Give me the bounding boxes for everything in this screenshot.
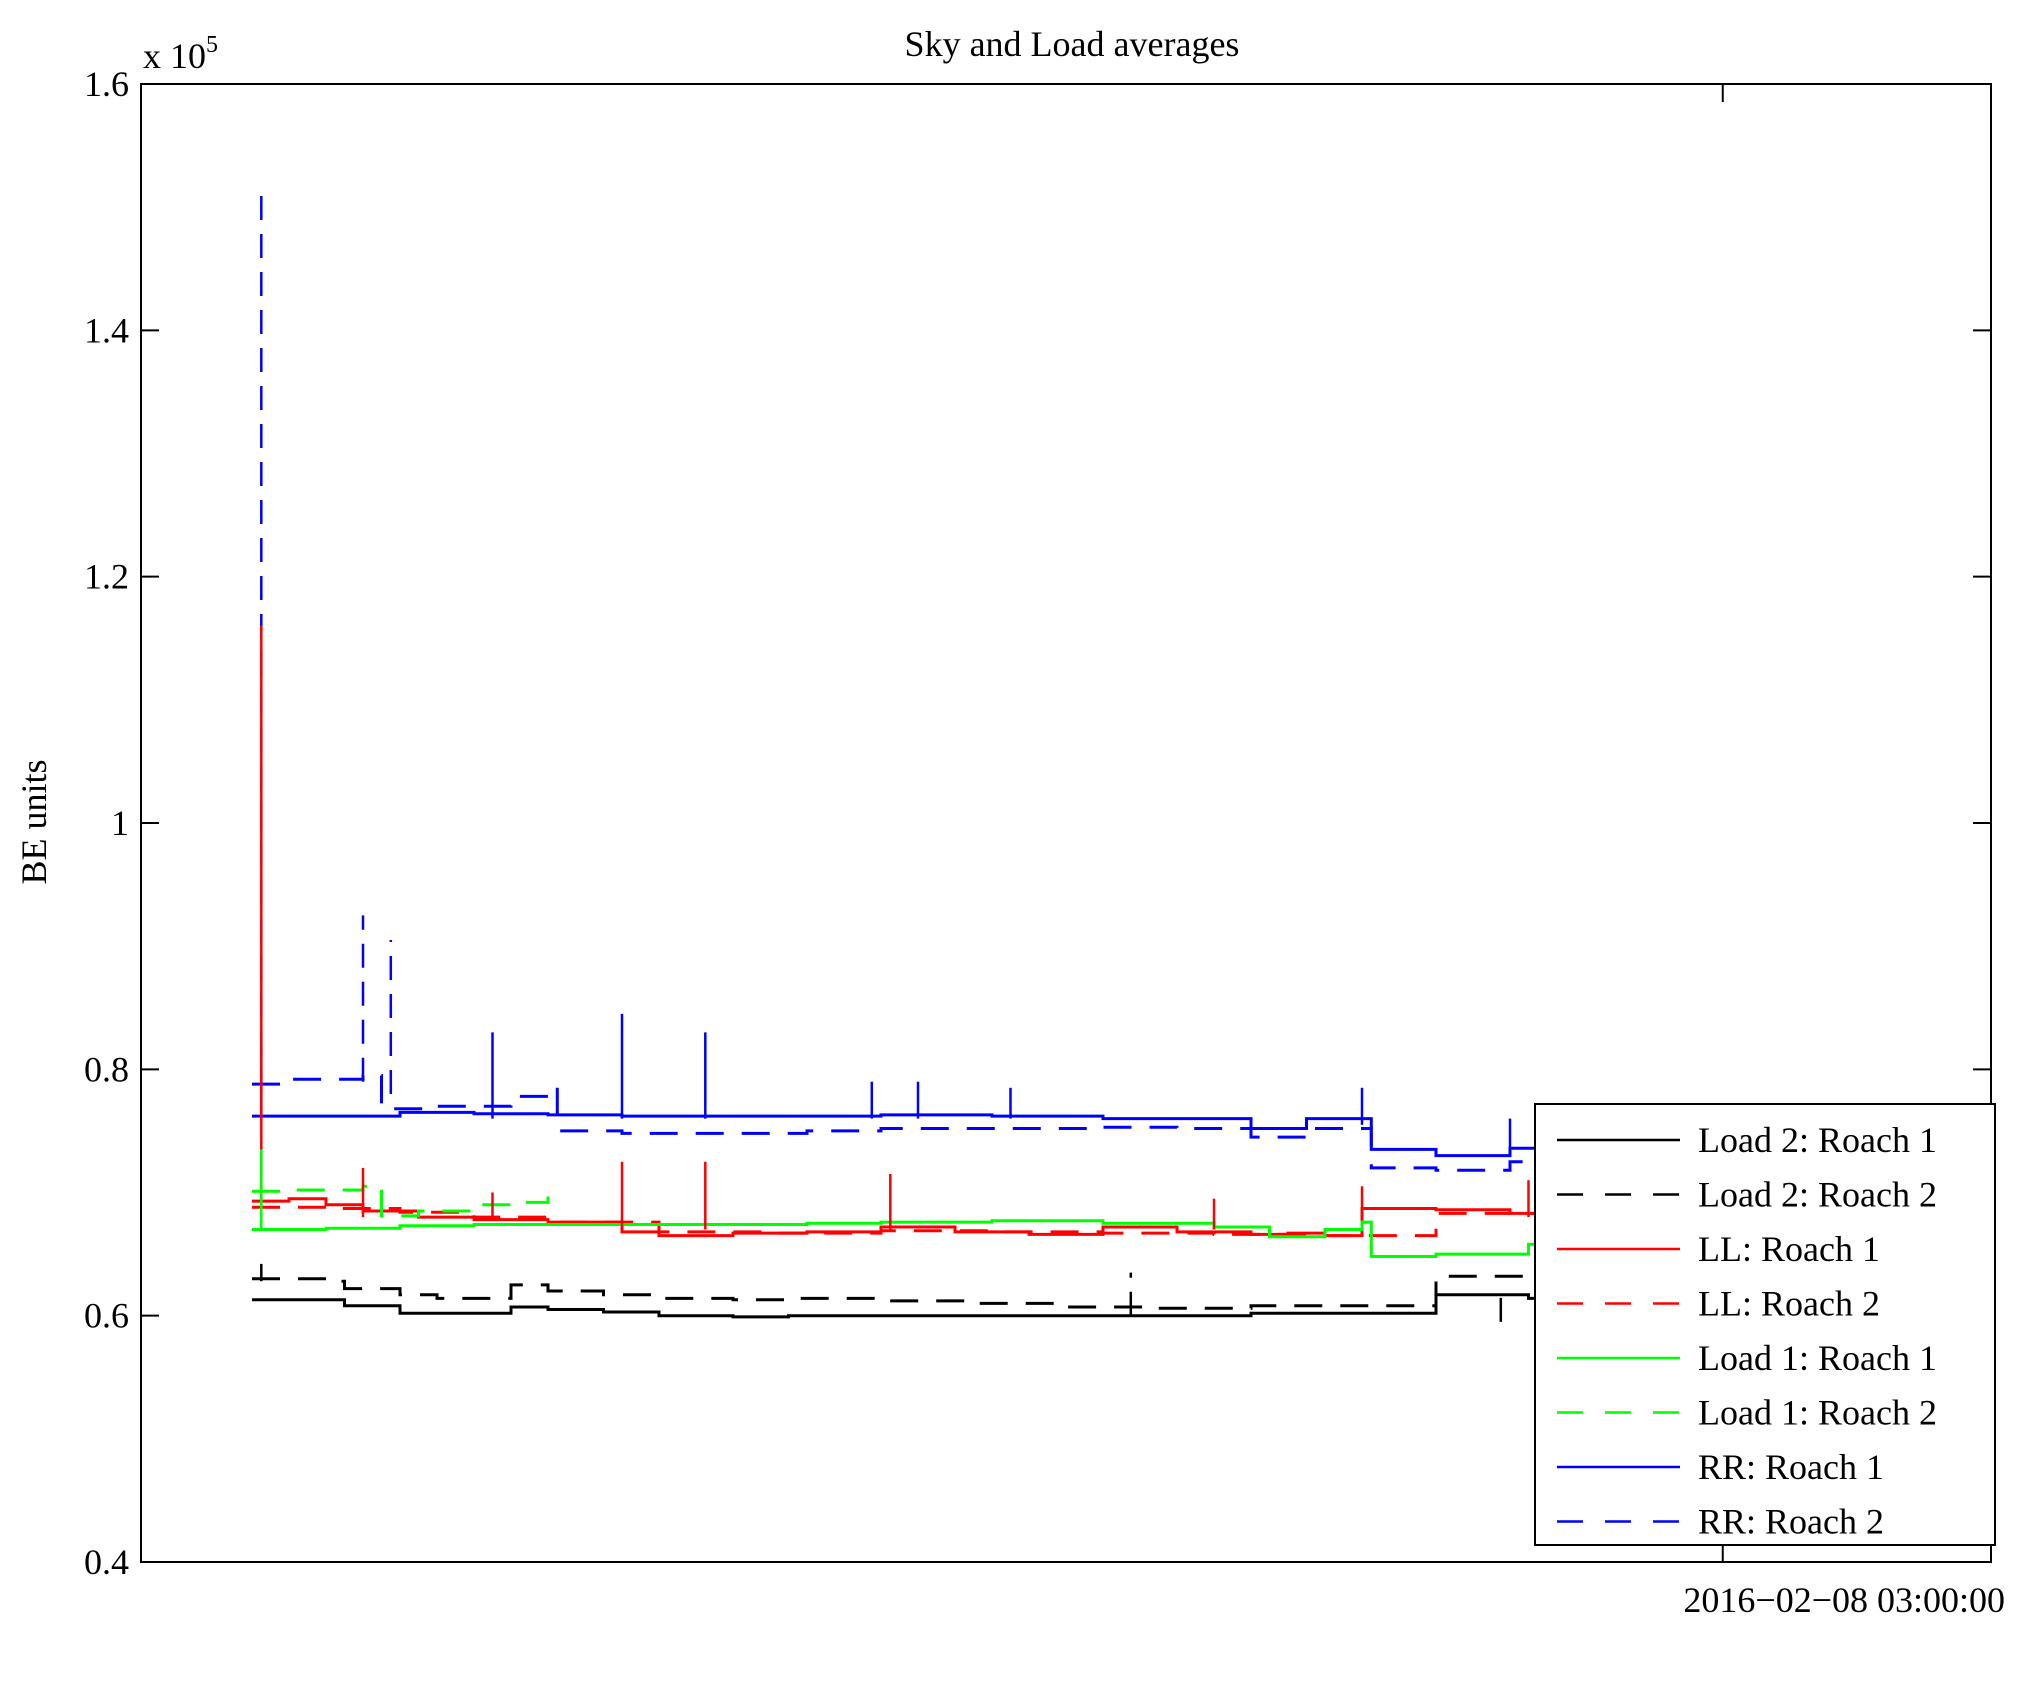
chart-title: Sky and Load averages (905, 24, 1240, 64)
legend-item: Load 2: Roach 1 (1557, 1120, 1937, 1160)
legend-label: RR: Roach 1 (1698, 1447, 1884, 1487)
y-tick-label: 1.6 (84, 64, 129, 104)
legend-items: Load 2: Roach 1 Load 2: Roach 2 LL: Roach … (1557, 1120, 1937, 1542)
legend-label: Load 1: Roach 1 (1698, 1338, 1937, 1378)
y-tick-label: 0.4 (84, 1542, 129, 1582)
y-tick-label: 1.4 (84, 310, 129, 350)
x-tick-label: 2016−02−08 03:00:00 (1683, 1580, 2005, 1620)
spike-layer (260, 194, 1836, 1322)
series-line-load-2-roach-2 (252, 1274, 1991, 1310)
legend-label: LL: Roach 2 (1698, 1284, 1880, 1324)
legend-item: LL: Roach 1 (1557, 1229, 1880, 1269)
y-axis-ticks: 0.4 0.6 0.8 1 1.2 1.4 1.6 (84, 64, 1991, 1582)
legend-label: Load 1: Roach 2 (1698, 1393, 1937, 1433)
y-axis-label: BE units (14, 759, 54, 884)
legend-box (1534, 1103, 1996, 1546)
y-tick-label: 1.2 (84, 557, 129, 597)
legend-label: LL: Roach 1 (1698, 1229, 1880, 1269)
series-line-load-1-roach-2 (252, 1184, 550, 1218)
legend-label: Load 2: Roach 1 (1698, 1120, 1937, 1160)
legend-item: RR: Roach 1 (1557, 1447, 1884, 1487)
y-axis-multiplier-base: x 10 (143, 36, 206, 76)
y-tick-label: 0.8 (84, 1049, 129, 1089)
legend-item: RR: Roach 2 (1557, 1502, 1884, 1542)
legend-item: Load 2: Roach 2 (1557, 1175, 1937, 1215)
y-tick-label: 0.6 (84, 1296, 129, 1336)
legend-item: Load 1: Roach 1 (1557, 1338, 1937, 1378)
x-axis-ticks: 2016−02−08 03:00:00 (1683, 84, 2005, 1620)
series-line-rr-roach-2 (252, 1074, 1991, 1213)
legend: Load 2: Roach 1 Load 2: Roach 2 LL: Roach … (1534, 1103, 1996, 1546)
y-tick-label: 1 (111, 803, 129, 843)
y-axis-multiplier-exponent: 5 (206, 32, 218, 58)
legend-label: Load 2: Roach 2 (1698, 1175, 1937, 1215)
y-axis-multiplier: x 105 (143, 32, 218, 76)
legend-label: RR: Roach 2 (1698, 1502, 1884, 1542)
legend-item: LL: Roach 2 (1557, 1284, 1880, 1324)
legend-item: Load 1: Roach 2 (1557, 1393, 1937, 1433)
